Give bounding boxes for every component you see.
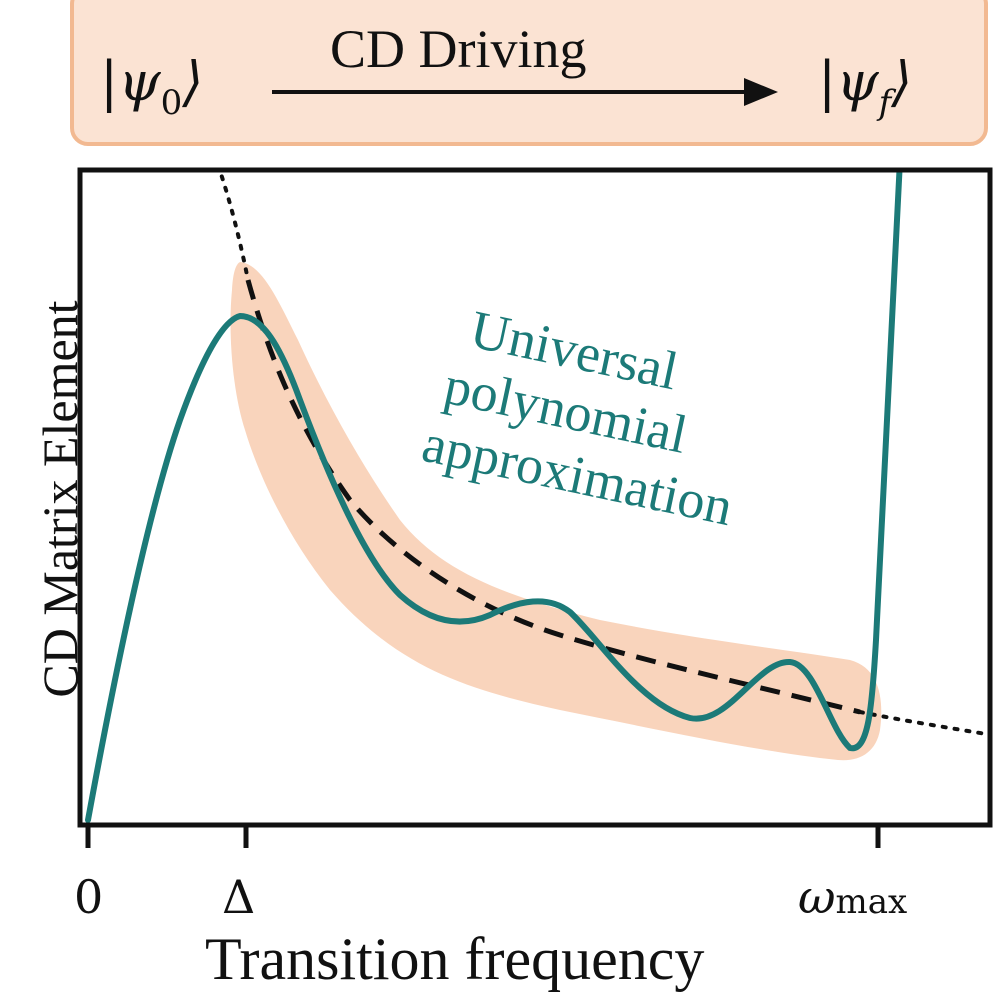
process-arrow-head [744, 78, 778, 106]
polynomial-approximation-line [245, 279, 861, 715]
initial-state-ket: |ψ0⟩ [100, 50, 204, 123]
plot-frame [77, 167, 993, 828]
process-banner [70, 0, 988, 146]
tick-label-omega-max: ωmax [798, 870, 907, 924]
dotted-asymptote [217, 170, 990, 737]
final-state-symbol: ψ [836, 50, 879, 113]
final-state-ket: |ψf⟩ [818, 50, 913, 123]
matrix-element-curve [85, 170, 903, 823]
approximation-band [230, 262, 882, 761]
initial-state-symbol: ψ [118, 50, 161, 113]
tick-label-zero: 0 [74, 870, 104, 924]
omega-symbol: ω [798, 870, 836, 924]
final-state-subscript: f [878, 83, 892, 123]
banner-title: CD Driving [330, 19, 587, 79]
x-axis-label: Transition frequency [205, 926, 705, 992]
omega-subscript: max [835, 882, 908, 922]
y-axis-label: CD Matrix Element [32, 300, 88, 698]
initial-state-subscript: 0 [160, 83, 183, 123]
tick-label-delta: Δ [222, 870, 256, 924]
